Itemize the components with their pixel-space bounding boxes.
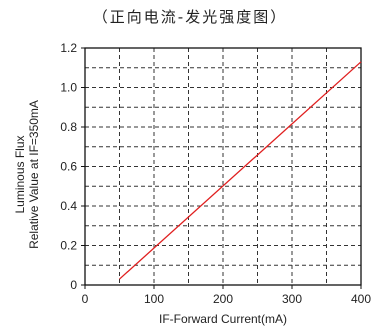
y-tick-labels: 0 0.2 0.4 0.6 0.8 1.0 1.2 [60, 41, 85, 292]
y-tick-label: 0.6 [60, 160, 77, 174]
y-tick-label: 1.0 [60, 81, 77, 95]
x-tick-label: 300 [282, 292, 302, 306]
y-axis-label-line2: Relative Value at IF=350mA [27, 100, 41, 249]
x-tick-label: 0 [82, 292, 89, 306]
x-tick-labels: 0 100 200 300 400 [82, 285, 371, 306]
y-axis-label-line1: Luminous Flux [13, 135, 27, 213]
y-tick-label: 0 [70, 278, 77, 292]
grid-lines [85, 48, 361, 285]
series-lines [119, 61, 362, 280]
x-tick-label: 100 [144, 292, 164, 306]
y-tick-label: 0.4 [60, 199, 77, 213]
chart-title: （正向电流-发光强度图） [92, 8, 288, 26]
y-tick-label: 1.2 [60, 41, 77, 55]
x-axis-label: IF-Forward Current(mA) [159, 312, 287, 326]
y-tick-label: 0.2 [60, 239, 77, 253]
y-tick-label: 0.8 [60, 120, 77, 134]
series-line [119, 61, 362, 280]
x-tick-label: 400 [351, 292, 371, 306]
x-tick-label: 200 [213, 292, 233, 306]
